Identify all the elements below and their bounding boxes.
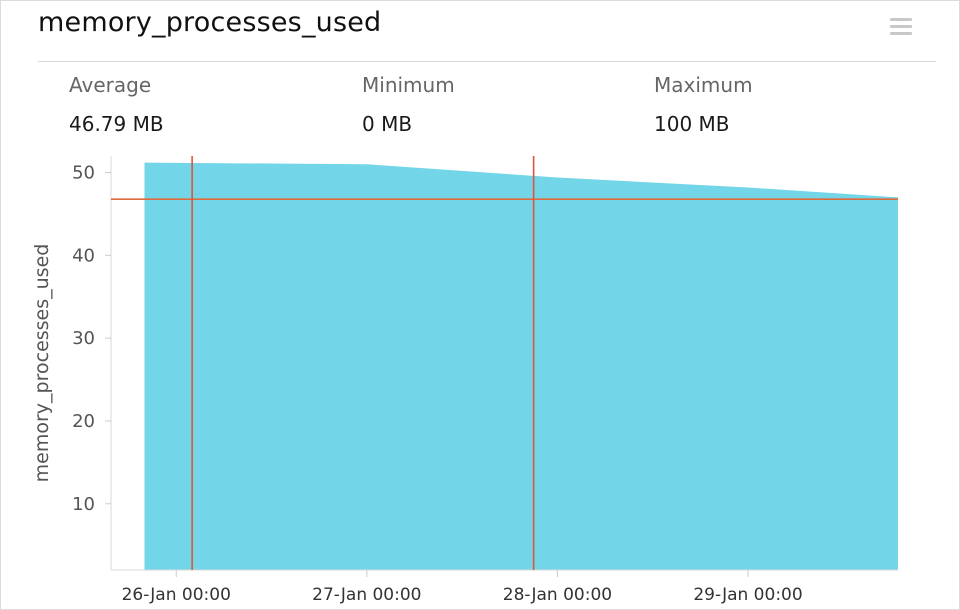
x-tick-label: 28-Jan 00:00 (503, 585, 612, 605)
stat-minimum-value: 0 MB (362, 112, 413, 136)
header-divider (38, 61, 936, 62)
stat-maximum-value: 100 MB (654, 112, 730, 136)
hamburger-menu-icon[interactable] (890, 18, 912, 36)
stat-maximum: Maximum 100 MB (654, 73, 753, 136)
stat-maximum-label: Maximum (654, 73, 753, 97)
y-tick-label: 40 (72, 245, 95, 266)
stat-minimum: Minimum 0 MB (362, 73, 455, 136)
y-axis-label: memory_processes_used (31, 244, 53, 483)
y-tick-label: 50 (72, 163, 95, 184)
area-series-0 (144, 162, 898, 570)
stat-minimum-label: Minimum (362, 73, 455, 97)
x-tick-label: 26-Jan 00:00 (122, 585, 231, 605)
y-tick-label: 20 (72, 411, 95, 432)
stat-average-value: 46.79 MB (69, 112, 164, 136)
stat-average-label: Average (69, 73, 152, 97)
y-tick-label: 30 (72, 328, 95, 349)
panel-title: memory_processes_used (38, 7, 382, 38)
x-tick-label: 29-Jan 00:00 (693, 585, 802, 605)
y-tick-label: 10 (72, 494, 95, 515)
x-tick-label: 27-Jan 00:00 (312, 585, 421, 605)
stat-average: Average 46.79 MB (69, 73, 164, 136)
